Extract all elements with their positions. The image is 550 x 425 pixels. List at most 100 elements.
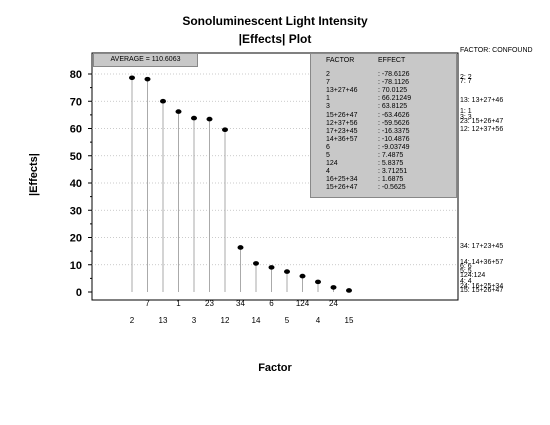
grid-lines	[92, 73, 458, 266]
table-cell-effect: : -10.4876	[378, 135, 410, 143]
effect-point	[129, 75, 135, 81]
table-cell-effect: : -78.1126	[378, 79, 410, 87]
x-tick-label: 15	[345, 316, 354, 325]
table-cell-factor: 5	[326, 152, 330, 159]
table-cell-effect: : -78.6126	[378, 71, 410, 78]
table-cell-factor: 16+25+34	[326, 176, 358, 184]
confound-header: FACTOR: CONFOUND	[460, 47, 533, 54]
x-tick-label: 5	[285, 316, 290, 325]
effect-point	[284, 269, 290, 274]
table-cell-effect: : 3.71251	[378, 168, 408, 176]
x-tick-label: 12	[221, 316, 230, 325]
y-tick-label: 30	[70, 205, 82, 217]
table-cell-factor: 17+23+45	[326, 127, 358, 135]
data-marks	[129, 75, 352, 293]
y-tick-label: 10	[70, 260, 82, 272]
effects-table: FACTOR EFFECT 2 : -78.6126 7 : -78.1126 13+2…	[310, 53, 457, 198]
table-cell-effect: : 70.0125	[378, 87, 408, 95]
table-cell-effect: : -9.03749	[378, 143, 410, 151]
y-tick-label: 50	[70, 151, 82, 163]
y-tick-label: 70	[70, 96, 82, 108]
confound-label: 15: 15+26+47	[460, 287, 504, 295]
table-cell-effect: : 5.8375	[378, 160, 404, 168]
effect-point	[268, 265, 275, 270]
confound-label: 23: 15+26+47	[460, 118, 504, 126]
effect-point	[160, 98, 166, 104]
effect-point	[299, 273, 306, 279]
x-tick-label: 24	[329, 299, 338, 308]
x-tick-label: 1	[176, 299, 181, 308]
effect-point	[237, 245, 244, 250]
confound-label: 6: 6	[460, 263, 472, 271]
confound-label: 5: 5	[460, 267, 472, 275]
y-axis-label: |Effects|	[28, 153, 40, 196]
table-cell-factor: 14+36+57	[326, 135, 358, 143]
x-tick-label: 4	[316, 316, 321, 325]
effect-point	[144, 76, 151, 82]
x-tick-label: 2	[130, 316, 135, 325]
table-cell-factor: 12+37+56	[326, 119, 358, 127]
table-header-effect: EFFECT	[378, 57, 406, 64]
effect-point	[330, 285, 337, 290]
chart-title: Sonoluminescent Light Intensity	[182, 14, 368, 28]
plot-frame	[91, 52, 459, 301]
confound-label: 34: 17+23+45	[460, 243, 504, 251]
table-cell-factor: 2	[326, 71, 330, 78]
table-cell-factor: 7	[326, 79, 330, 87]
confound-label: 13: 13+27+46	[460, 97, 504, 105]
table-cell-effect: : -63.4626	[378, 111, 410, 119]
x-tick-label: 13	[159, 316, 168, 325]
confound-label: 24: 16+25+34	[460, 283, 504, 291]
y-tick-label: 40	[70, 178, 82, 190]
table-cell-effect: : -59.5626	[378, 119, 410, 127]
x-tick-label: 7	[145, 299, 150, 308]
table-cell-effect: : 7.4875	[378, 152, 404, 159]
y-tick-label: 0	[76, 287, 82, 299]
y-tick-label: 80	[70, 69, 82, 81]
confound-label: 4: 4	[460, 277, 472, 285]
table-cell-factor: 6	[326, 143, 330, 151]
table-cell-effect: : -16.3375	[378, 127, 410, 135]
table-cell-effect: : -0.5625	[378, 184, 406, 192]
confound-label: 124:124	[460, 272, 486, 280]
average-label: AVERAGE = 110.6063	[93, 53, 198, 67]
y-tick-label: 20	[70, 233, 82, 245]
confound-label: 3: 3	[460, 114, 472, 122]
table-cell-factor: 124	[326, 160, 338, 168]
x-tick-label: 34	[236, 299, 245, 308]
table-cell-factor: 13+27+46	[326, 87, 358, 95]
confound-label: 12: 12+37+56	[460, 125, 504, 133]
table-cell-factor: 15+26+47	[326, 111, 358, 119]
x-tick-label: 124	[296, 299, 310, 308]
x-axis-label: Factor	[258, 362, 292, 374]
chart-subtitle: |Effects| Plot	[238, 32, 312, 46]
confound-label: 2: 2	[460, 73, 472, 81]
x-tick-label: 14	[252, 316, 261, 325]
table-cell-factor: 3	[326, 103, 330, 111]
effect-point	[253, 261, 259, 266]
effect-point	[175, 109, 182, 114]
table-cell-factor: 1	[326, 95, 330, 103]
confound-label: 7: 7	[460, 77, 472, 85]
confound-label: 1: 1	[460, 107, 472, 115]
table-cell-factor: 15+26+47	[326, 184, 358, 192]
table-cell-effect: : 63.8125	[378, 103, 408, 111]
table-cell-factor: 4	[326, 168, 330, 176]
x-tick-label: 23	[205, 299, 214, 308]
table-header-factor: FACTOR	[326, 57, 355, 64]
table-cell-effect: : 66.21249	[378, 95, 412, 103]
x-tick-label: 3	[192, 316, 197, 325]
x-tick-label: 6	[269, 299, 274, 308]
y-tick-label: 60	[70, 124, 82, 136]
effect-point	[191, 115, 197, 121]
plot-border	[91, 52, 459, 301]
effect-point	[346, 288, 352, 293]
effect-point	[222, 127, 228, 132]
y-axis: 0 10 20 30 40 50 60 70 80	[70, 69, 92, 299]
effect-point	[206, 116, 213, 122]
confound-label: 14: 14+36+57	[460, 259, 504, 267]
table-cell-effect: : 1.6875	[378, 176, 404, 184]
effect-point	[315, 279, 321, 285]
